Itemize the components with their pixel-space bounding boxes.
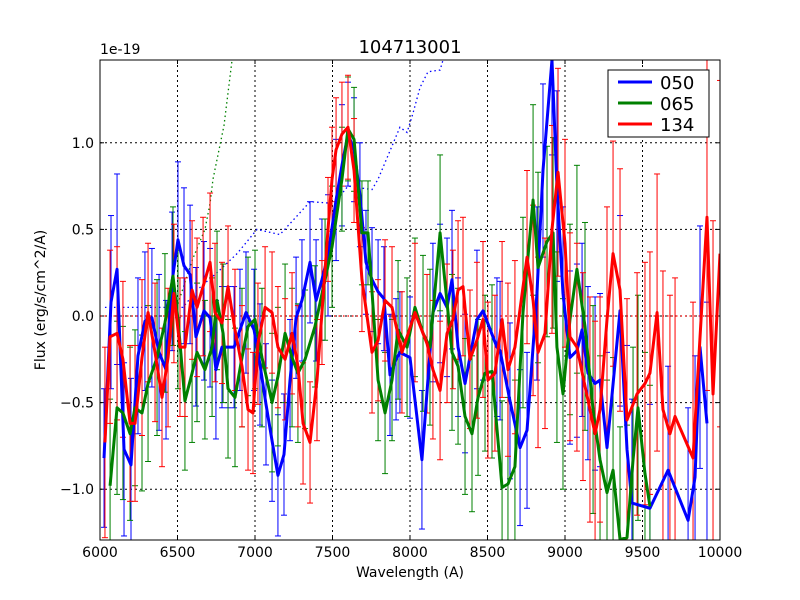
x-tick-label: 6500 (160, 545, 196, 561)
x-tick-label: 7500 (315, 545, 351, 561)
legend-label-065: 065 (660, 94, 694, 115)
y-tick-label: −0.5 (60, 396, 94, 412)
series-line-065 (108, 127, 652, 540)
chart-title: 104713001 (358, 37, 461, 58)
y-tick-label: 0.0 (72, 309, 94, 325)
x-tick-label: 9000 (547, 545, 583, 561)
y-tick-label: 1.0 (72, 136, 94, 152)
axis-ticks: 6000 6500 7000 7500 8000 8500 9000 9500 10000 −1.… (60, 60, 742, 561)
x-tick-label: 8500 (470, 545, 506, 561)
x-tick-label: 9500 (625, 545, 661, 561)
x-tick-label: 10000 (698, 545, 743, 561)
axes-frame (99, 59, 721, 541)
series-line-134 (103, 125, 720, 460)
legend-label-050: 050 (660, 73, 694, 94)
y-axis-label: Flux (erg/s/cm^2/A) (33, 230, 49, 370)
x-tick-label: 7000 (237, 545, 273, 561)
legend-label-134: 134 (660, 115, 694, 136)
y-tick-label: 0.5 (72, 222, 94, 238)
y-tick-label: −1.0 (60, 482, 94, 498)
x-tick-label: 6000 (82, 545, 118, 561)
x-axis-label: Wavelength (A) (356, 565, 464, 581)
plot-area (100, 60, 720, 540)
y-scale-label: 1e-19 (100, 42, 140, 58)
x-tick-label: 8000 (392, 545, 428, 561)
